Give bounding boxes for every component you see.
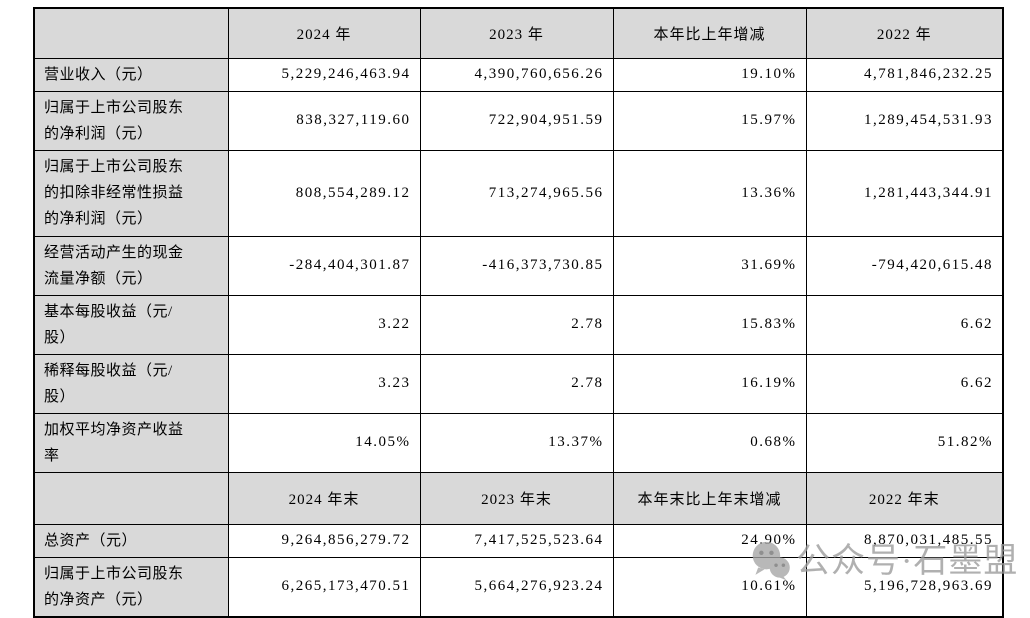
cell-2022: 6.62 [805, 294, 1004, 355]
table-row: 加权平均净资产收益 率 14.05% 13.37% 0.68% 51.82% [33, 412, 1004, 473]
col-header-yoy-end: 本年末比上年末增减 [612, 471, 807, 525]
cell-2024: 6,265,173,470.51 [227, 556, 421, 617]
cell-yoy: 16.19% [612, 353, 807, 414]
col-header-2022-end: 2022 年末 [805, 471, 1004, 525]
cell-2023: 713,274,965.56 [419, 149, 614, 237]
cell-2022: 8,870,031,485.55 [805, 523, 1004, 558]
table-row: 基本每股收益（元/ 股） 3.22 2.78 15.83% 6.62 [33, 294, 1004, 355]
col-header-2024: 2024 年 [227, 7, 421, 59]
col-header-2024-end: 2024 年末 [227, 471, 421, 525]
financial-summary-table: 2024 年 2023 年 本年比上年增减 2022 年 营业收入（元） 5,2… [33, 7, 1004, 618]
table-row: 归属于上市公司股东 的净资产（元） 6,265,173,470.51 5,664… [33, 556, 1004, 617]
table-row: 经营活动产生的现金 流量净额（元） -284,404,301.87 -416,3… [33, 235, 1004, 296]
cell-2022: 51.82% [805, 412, 1004, 473]
cell-2023: 5,664,276,923.24 [419, 556, 614, 617]
cell-2024: 9,264,856,279.72 [227, 523, 421, 558]
col-header-yoy: 本年比上年增减 [612, 7, 807, 59]
cell-yoy: 19.10% [612, 57, 807, 92]
row-label: 基本每股收益（元/ 股） [33, 294, 229, 355]
table-row: 归属于上市公司股东 的净利润（元） 838,327,119.60 722,904… [33, 90, 1004, 151]
row-label: 总资产（元） [33, 523, 229, 558]
cell-yoy: 15.83% [612, 294, 807, 355]
cell-2024: 14.05% [227, 412, 421, 473]
table-row: 营业收入（元） 5,229,246,463.94 4,390,760,656.2… [33, 57, 1004, 92]
cell-2024: -284,404,301.87 [227, 235, 421, 296]
corner-cell [33, 7, 229, 59]
cell-2023: 2.78 [419, 353, 614, 414]
cell-2023: 4,390,760,656.26 [419, 57, 614, 92]
cell-2024: 5,229,246,463.94 [227, 57, 421, 92]
row-label: 稀释每股收益（元/ 股） [33, 353, 229, 414]
table-row: 总资产（元） 9,264,856,279.72 7,417,525,523.64… [33, 523, 1004, 558]
cell-2023: 7,417,525,523.64 [419, 523, 614, 558]
cell-2022: 1,281,443,344.91 [805, 149, 1004, 237]
cell-yoy: 0.68% [612, 412, 807, 473]
cell-yoy: 24.90% [612, 523, 807, 558]
row-label: 经营活动产生的现金 流量净额（元） [33, 235, 229, 296]
cell-2024: 3.22 [227, 294, 421, 355]
row-label: 归属于上市公司股东 的扣除非经常性损益 的净利润（元） [33, 149, 229, 237]
row-label: 归属于上市公司股东 的净资产（元） [33, 556, 229, 617]
col-header-2023-end: 2023 年末 [419, 471, 614, 525]
row-label: 营业收入（元） [33, 57, 229, 92]
cell-yoy: 31.69% [612, 235, 807, 296]
cell-yoy: 13.36% [612, 149, 807, 237]
cell-yoy: 15.97% [612, 90, 807, 151]
row-label: 加权平均净资产收益 率 [33, 412, 229, 473]
cell-2024: 838,327,119.60 [227, 90, 421, 151]
cell-2022: 5,196,728,963.69 [805, 556, 1004, 617]
row-label: 归属于上市公司股东 的净利润（元） [33, 90, 229, 151]
col-header-2023: 2023 年 [419, 7, 614, 59]
table-row: 稀释每股收益（元/ 股） 3.23 2.78 16.19% 6.62 [33, 353, 1004, 414]
table-header-row-annual: 2024 年 2023 年 本年比上年增减 2022 年 [33, 7, 1004, 59]
cell-2023: -416,373,730.85 [419, 235, 614, 296]
cell-yoy: 10.61% [612, 556, 807, 617]
cell-2023: 2.78 [419, 294, 614, 355]
cell-2022: 6.62 [805, 353, 1004, 414]
cell-2024: 3.23 [227, 353, 421, 414]
corner-cell [33, 471, 229, 525]
cell-2023: 722,904,951.59 [419, 90, 614, 151]
cell-2022: 4,781,846,232.25 [805, 57, 1004, 92]
cell-2022: -794,420,615.48 [805, 235, 1004, 296]
table-row: 归属于上市公司股东 的扣除非经常性损益 的净利润（元） 808,554,289.… [33, 149, 1004, 237]
cell-2024: 808,554,289.12 [227, 149, 421, 237]
col-header-2022: 2022 年 [805, 7, 1004, 59]
table-header-row-yearend: 2024 年末 2023 年末 本年末比上年末增减 2022 年末 [33, 471, 1004, 525]
cell-2022: 1,289,454,531.93 [805, 90, 1004, 151]
cell-2023: 13.37% [419, 412, 614, 473]
